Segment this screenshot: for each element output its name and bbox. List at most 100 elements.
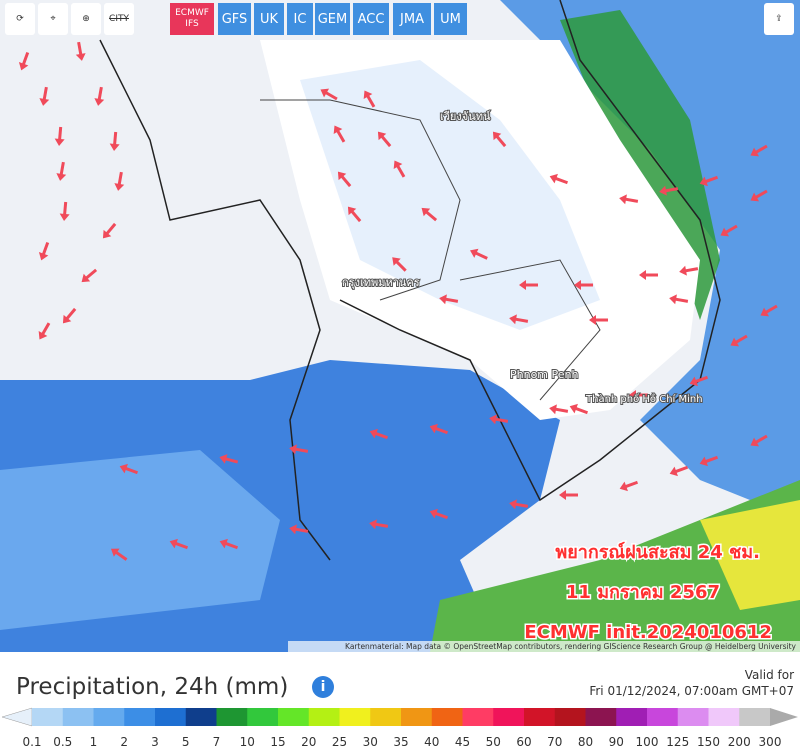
attribution: Kartenmaterial: Map data © OpenStreetMap… (345, 642, 797, 651)
scale-swatch (247, 708, 279, 726)
rain-east (500, 0, 800, 520)
arrow-head (102, 229, 112, 239)
arrow-head (699, 176, 708, 187)
valid-time: Fri 01/12/2024, 07:00am GMT+07 (589, 684, 794, 698)
scale-label: 40 (424, 735, 439, 749)
scale-swatch (554, 708, 586, 726)
attribution-bg (288, 641, 800, 652)
arrow-shaft (324, 90, 338, 101)
arrow-shaft (703, 455, 719, 464)
scale-label: 0.1 (22, 735, 41, 749)
arrow-shaft (349, 209, 362, 223)
refresh-button[interactable]: ⟳ (5, 3, 35, 35)
arrow-head (18, 62, 29, 71)
arrow-head (119, 463, 128, 474)
arrow-head (392, 257, 401, 266)
arrow-shaft (223, 541, 239, 550)
wind-arrow (219, 454, 239, 464)
place-label: Thành phố Hồ Chí Minh (585, 393, 703, 405)
scale-label: 125 (666, 735, 689, 749)
arrow-shaft (104, 222, 117, 236)
wind-arrow (492, 131, 507, 148)
zoom-button[interactable]: ⊕ (71, 3, 101, 35)
arrow-shaft (754, 434, 768, 445)
scale-swatch (124, 708, 156, 726)
arrow-shaft (553, 176, 569, 185)
arrow-shaft (379, 134, 392, 148)
city-button[interactable]: CITY (104, 3, 134, 35)
arrow-shaft (373, 431, 389, 440)
arrow-head (62, 314, 72, 324)
wind-arrow (760, 304, 778, 317)
arrow-shaft (339, 174, 352, 188)
arrow-head (669, 466, 678, 477)
arrow-shaft (293, 527, 309, 533)
arrow-shaft (112, 131, 118, 147)
location-button[interactable]: ⌖ (38, 3, 68, 35)
arrow-head (574, 280, 581, 290)
wind-arrow (333, 125, 346, 143)
model-button[interactable]: UM (434, 3, 467, 35)
arrow-head (429, 423, 438, 434)
arrow-head (429, 508, 438, 519)
wind-arrow (639, 270, 658, 280)
wind-arrow (750, 144, 768, 157)
wind-arrow (56, 161, 67, 181)
scale-swatch (308, 708, 340, 726)
scale-label: 60 (516, 735, 531, 749)
wind-arrow (81, 268, 98, 283)
wind-arrow (589, 315, 608, 325)
arrow-head (56, 173, 67, 181)
arrow-shaft (335, 129, 346, 143)
arrow-head (337, 171, 347, 181)
arrow-shaft (443, 297, 459, 303)
arrow-shaft (84, 268, 98, 281)
wind-arrow (38, 322, 51, 340)
arrow-head (639, 270, 646, 280)
arrow-shaft (62, 201, 68, 217)
wind-arrow (114, 171, 125, 191)
arrow-head (219, 454, 228, 464)
arrow-shaft (573, 406, 589, 415)
wind-arrow (509, 499, 529, 510)
scale-end-low (1, 707, 33, 727)
model-button[interactable]: ACC (353, 3, 389, 35)
arrow-head (54, 138, 65, 146)
scale-label: 150 (697, 735, 720, 749)
wind-arrow (38, 241, 50, 261)
arrow-shaft (513, 502, 529, 508)
arrow-shaft (473, 251, 488, 260)
arrow-head (549, 404, 557, 415)
arrow-head (619, 194, 627, 205)
arrow-head (94, 98, 105, 106)
scale-swatch (493, 708, 525, 726)
scale-swatch (616, 708, 648, 726)
model-button[interactable]: GEM (315, 3, 350, 35)
wind-arrow (429, 508, 449, 520)
scale-label: 1 (90, 735, 98, 749)
model-button[interactable]: GFS (218, 3, 251, 35)
wind-arrow (509, 314, 529, 325)
arrow-head (81, 273, 91, 283)
arrow-shaft (424, 209, 438, 222)
scale-swatch (278, 708, 310, 726)
scale-label: 80 (578, 735, 593, 749)
scale-label: 15 (270, 735, 285, 749)
wind-arrow (393, 160, 406, 178)
info-button[interactable]: i (312, 676, 334, 698)
model-button[interactable]: ECMWF IFS (170, 3, 214, 35)
arrow-head (619, 481, 628, 492)
arrow-shaft (724, 224, 738, 235)
color-scale: 0.1 0.5 1 2 3 5 7 10 15 20 25 30 35 40 45 50 60 70 80 90 100… (1, 707, 798, 749)
scale-swatch (216, 708, 248, 726)
arrow-head (363, 90, 373, 100)
arrow-head (114, 183, 125, 191)
scale-label: 100 (636, 735, 659, 749)
model-button[interactable]: JMA (393, 3, 431, 35)
model-button[interactable]: IC (287, 3, 313, 35)
wind-arrow (574, 280, 593, 290)
share-button[interactable]: ⇪ (764, 3, 794, 35)
arrow-head (750, 192, 760, 202)
model-button[interactable]: UK (254, 3, 284, 35)
arrow-head (750, 437, 760, 447)
